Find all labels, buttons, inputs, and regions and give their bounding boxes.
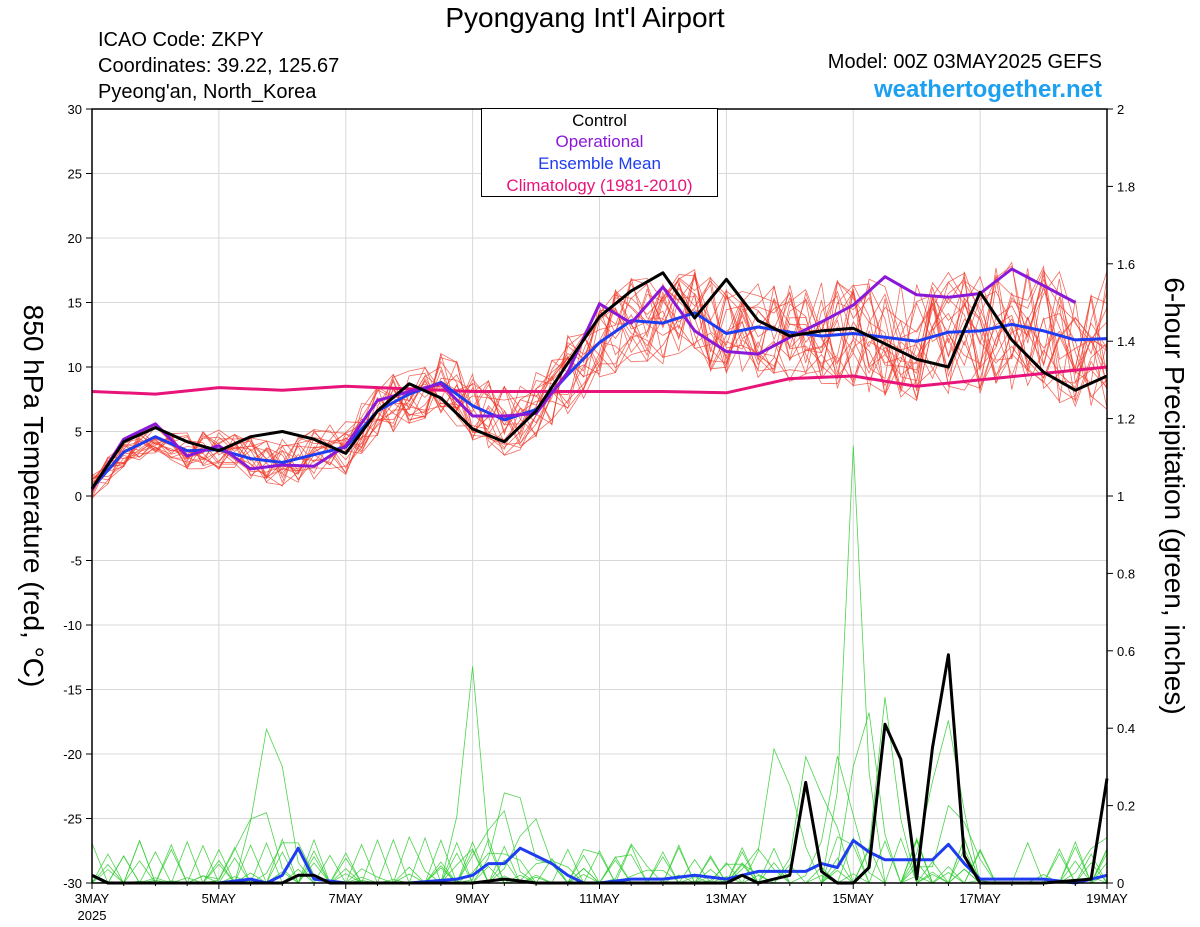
y-tick-label: -30	[63, 876, 82, 891]
y2-tick-label: 1.2	[1117, 412, 1135, 427]
series-lines	[90, 267, 1109, 885]
x-tick-label: 15MAY	[832, 891, 874, 906]
x-tick-label: 9MAY	[455, 891, 490, 906]
legend-operational: Operational	[555, 132, 644, 151]
y2-tick-label: 0.6	[1117, 644, 1135, 659]
model-run: Model: 00Z 03MAY2025 GEFS	[827, 51, 1102, 73]
y-tick-label: 30	[68, 102, 82, 117]
y2-tick-label: 1.4	[1117, 334, 1135, 349]
y-axis-label: 850 hPa Temperature (red, °C)	[18, 305, 49, 688]
y-tick-label: 15	[68, 296, 82, 311]
y-tick-label: -15	[63, 683, 82, 698]
y2-tick-label: 1.6	[1117, 257, 1135, 272]
x-tick-label: 7MAY	[329, 891, 364, 906]
y-tick-label: -10	[63, 618, 82, 633]
y-tick-label: 25	[68, 167, 82, 182]
coordinates: Coordinates: 39.22, 125.67	[98, 55, 340, 77]
axes: 302520151050-5-10-15-20-25-3021.81.61.41…	[63, 102, 1135, 923]
grid	[91, 108, 1108, 884]
y-tick-label: 20	[68, 231, 82, 246]
region: Pyeong'an, North_Korea	[98, 81, 317, 103]
y2-tick-label: 0.8	[1117, 566, 1135, 581]
x-tick-label: 19MAY	[1086, 891, 1128, 906]
x-tick-label: 17MAY	[959, 891, 1001, 906]
legend-control: Control	[572, 111, 627, 130]
site-link[interactable]: weathertogether.net	[873, 76, 1102, 103]
temp-member-line	[91, 276, 1108, 485]
y-tick-label: -25	[63, 812, 82, 827]
legend-ensemble-mean: Ensemble Mean	[538, 154, 661, 173]
y-tick-label: -20	[63, 747, 82, 762]
series-climatology-1981-2010	[91, 365, 1108, 396]
temp-member-line	[91, 268, 1108, 489]
legend-climatology: Climatology (1981-2010)	[506, 176, 693, 195]
y2-tick-label: 2	[1117, 102, 1124, 117]
y2-tick-label: 0.4	[1117, 721, 1135, 736]
series-control	[90, 271, 1108, 490]
legend: Control Operational Ensemble Mean Climat…	[481, 108, 718, 197]
x-tick-label: 5MAY	[202, 891, 237, 906]
y-tick-label: 5	[75, 425, 82, 440]
y2-tick-label: 1.8	[1117, 179, 1135, 194]
temp-member-line	[91, 278, 1108, 496]
y-tick-label: 0	[75, 489, 82, 504]
series-ensemble-mean	[90, 311, 1108, 490]
y2-tick-label: 1	[1117, 489, 1124, 504]
x-tick-label: 11MAY	[579, 891, 620, 906]
chart-title: Pyongyang Int'l Airport	[445, 2, 725, 33]
y2-axis-label: 6-hour Precipitation (green, inches)	[1159, 277, 1190, 714]
series-control-precip	[91, 653, 1109, 885]
x-tick-label: 13MAY	[706, 891, 748, 906]
icao-code: ICAO Code: ZKPY	[98, 29, 264, 51]
y-tick-label: -5	[70, 554, 82, 569]
x-tick-sublabel: 2025	[78, 908, 107, 923]
y-tick-label: 10	[68, 360, 82, 375]
y2-tick-label: 0.2	[1117, 799, 1135, 814]
y2-tick-label: 0	[1117, 876, 1124, 891]
x-tick-label: 3MAY	[75, 891, 110, 906]
